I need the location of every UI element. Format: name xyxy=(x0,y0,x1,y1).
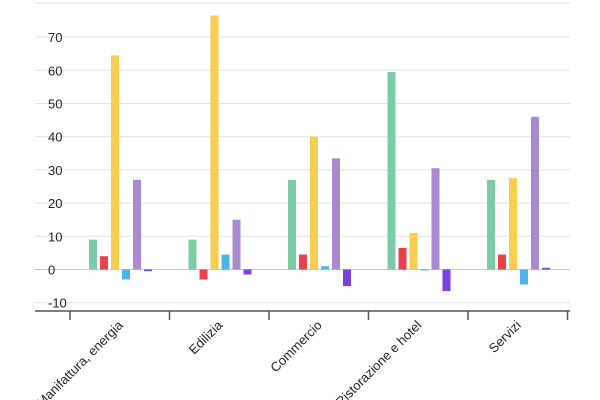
bar xyxy=(387,71,396,270)
bar xyxy=(210,15,219,270)
bar xyxy=(520,269,528,285)
bar xyxy=(420,269,429,271)
x-category-label: Servizi xyxy=(486,317,524,355)
bar xyxy=(321,266,329,270)
bar xyxy=(144,269,152,272)
y-axis-tick-labels: -10 0 10 20 30 40 50 60 70 xyxy=(48,30,67,311)
y-tick-label: 20 xyxy=(48,196,62,211)
x-axis-category-labels: Manifattura, energia Edilizia Commercio Ris… xyxy=(34,317,524,400)
y-tick-label: 10 xyxy=(48,229,62,244)
y-tick-label: 60 xyxy=(48,63,62,78)
bar xyxy=(243,269,252,275)
bar xyxy=(409,232,418,270)
y-tick-label: 0 xyxy=(48,263,55,278)
bar xyxy=(332,158,340,270)
y-tick-label: 30 xyxy=(48,163,62,178)
bar xyxy=(299,254,307,270)
bar xyxy=(343,269,351,287)
bar xyxy=(199,269,208,280)
bar xyxy=(232,219,241,270)
bar xyxy=(122,269,130,280)
bar xyxy=(498,254,506,270)
bar xyxy=(111,55,119,270)
y-tick-label: 70 xyxy=(48,30,62,45)
x-category-label: Commercio xyxy=(267,318,325,376)
x-category-label: Edilizia xyxy=(186,317,226,357)
bar xyxy=(531,116,539,270)
bar xyxy=(310,136,318,270)
x-category-label: Ristorazione e hotel xyxy=(333,317,425,400)
bar xyxy=(288,179,296,270)
bar xyxy=(442,269,451,292)
bar xyxy=(221,254,230,270)
y-tick-label: -10 xyxy=(48,296,67,311)
bar xyxy=(89,239,97,270)
bar xyxy=(509,178,517,270)
bar xyxy=(487,179,495,270)
bar xyxy=(542,267,550,270)
y-tick-label: 50 xyxy=(48,97,62,112)
y-tick-label: 40 xyxy=(48,130,62,145)
bar xyxy=(431,168,440,270)
bar xyxy=(398,247,407,270)
bar-series xyxy=(89,15,550,292)
bar xyxy=(100,256,108,270)
bar xyxy=(133,179,141,270)
x-category-label: Manifattura, energia xyxy=(34,317,127,400)
bar xyxy=(188,239,197,270)
x-axis-ticks xyxy=(69,311,569,320)
